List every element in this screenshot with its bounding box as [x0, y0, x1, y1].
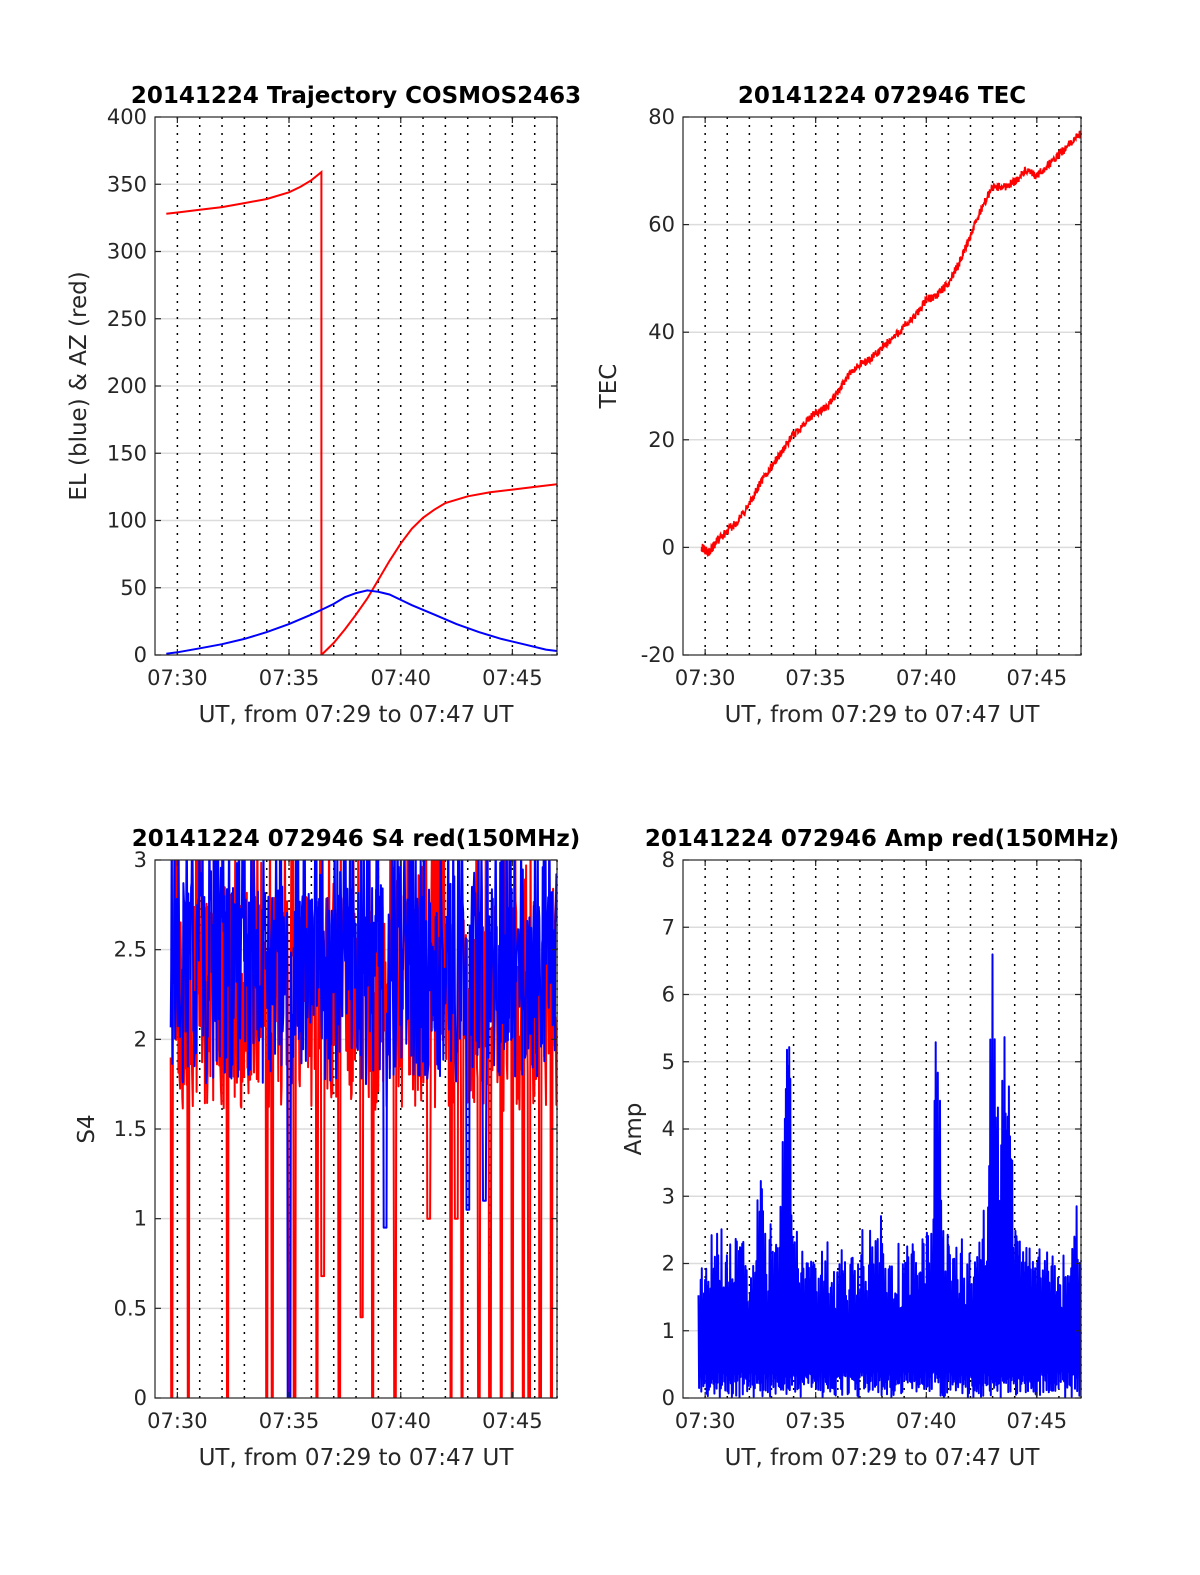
trajectory-panel: 20141224 Trajectory COSMOS2463 UT, from … [66, 83, 581, 728]
tec-xtick-label-1: 07:35 [785, 666, 846, 690]
trajectory-plot-area [166, 170, 557, 655]
s4-xtick-label-3: 07:45 [482, 1409, 543, 1433]
amp-ytick-label-5: 5 [662, 1050, 675, 1074]
tec-axes-box [682, 116, 1082, 656]
trajectory-series-blue [166, 589, 557, 655]
tec-ytick-label-1: 0 [662, 535, 675, 559]
s4-ytick-label-0: 0 [134, 1386, 147, 1410]
amp-ytick-label-6: 6 [662, 983, 675, 1007]
s4-ylabel: S4 [74, 1114, 100, 1143]
amp-title: 20141224 072946 Amp red(150MHz) [645, 826, 1119, 852]
tec-ylabel: TEC [596, 364, 622, 410]
s4-xtick-label-0: 07:30 [147, 1409, 208, 1433]
s4-xlabel: UT, from 07:29 to 07:47 UT [199, 1445, 515, 1471]
tec-ytick-label-4: 60 [648, 213, 675, 237]
amp-ytick-label-7: 7 [662, 915, 675, 939]
amp-ytick-label-2: 2 [662, 1252, 675, 1276]
s4-ytick-label-6: 3 [134, 848, 147, 872]
trajectory-xtick-label-3: 07:45 [482, 666, 543, 690]
amp-series-blue [697, 953, 1081, 1398]
tec-xtick-label-2: 07:40 [896, 666, 957, 690]
trajectory-title: 20141224 Trajectory COSMOS2463 [131, 83, 581, 109]
amp-ytick-label-4: 4 [662, 1117, 675, 1141]
trajectory-ytick-label-5: 250 [107, 307, 147, 331]
tec-ytick-label-3: 40 [648, 320, 675, 344]
tec-ytick-label-2: 20 [648, 428, 675, 452]
s4-xtick-label-1: 07:35 [259, 1409, 320, 1433]
amp-ytick-label-1: 1 [662, 1319, 675, 1343]
s4-title: 20141224 072946 S4 red(150MHz) [132, 826, 581, 852]
tec-ytick-label-5: 80 [648, 105, 675, 129]
s4-series-blue [169, 860, 557, 1398]
amp-xtick-label-1: 07:35 [785, 1409, 846, 1433]
trajectory-ytick-label-0: 0 [134, 643, 147, 667]
amp-xtick-label-3: 07:45 [1007, 1409, 1068, 1433]
s4-ytick-label-5: 2.5 [114, 938, 147, 962]
trajectory-ytick-label-1: 50 [120, 576, 147, 600]
amp-ytick-label-8: 8 [662, 848, 675, 872]
amp-xtick-label-2: 07:40 [896, 1409, 957, 1433]
tec-xlabel: UT, from 07:29 to 07:47 UT [725, 702, 1041, 728]
trajectory-ytick-label-2: 100 [107, 509, 147, 533]
trajectory-xtick-label-0: 07:30 [147, 666, 208, 690]
trajectory-series-red [166, 170, 557, 655]
tec-xtick-label-0: 07:30 [675, 666, 736, 690]
trajectory-ylabel: EL (blue) & AZ (red) [66, 271, 92, 500]
s4-ytick-label-3: 1.5 [114, 1117, 147, 1141]
amp-plot-area [697, 953, 1081, 1398]
trajectory-ytick-label-4: 200 [107, 374, 147, 398]
trajectory-xlabel: UT, from 07:29 to 07:47 UT [199, 702, 515, 728]
trajectory-xtick-label-1: 07:35 [259, 666, 320, 690]
tec-xtick-label-3: 07:45 [1007, 666, 1068, 690]
trajectory-xtick-label-2: 07:40 [370, 666, 431, 690]
s4-ytick-label-2: 1 [134, 1207, 147, 1231]
amp-xlabel: UT, from 07:29 to 07:47 UT [725, 1445, 1041, 1471]
amp-xtick-label-0: 07:30 [675, 1409, 736, 1433]
s4-plot-area [169, 860, 557, 1398]
trajectory-ytick-label-8: 400 [107, 105, 147, 129]
tec-plot-area [700, 130, 1081, 558]
tec-ytick-label-0: -20 [641, 643, 675, 667]
amp-ytick-label-3: 3 [662, 1184, 675, 1208]
s4-xtick-label-2: 07:40 [370, 1409, 431, 1433]
amp-ylabel: Amp [621, 1103, 647, 1156]
s4-ytick-label-4: 2 [134, 1027, 147, 1051]
tec-series-red [700, 130, 1081, 558]
s4-panel: 20141224 072946 S4 red(150MHz) UT, from … [74, 826, 581, 1471]
amp-ytick-label-0: 0 [662, 1386, 675, 1410]
tec-panel: 20141224 072946 TEC UT, from 07:29 to 07… [596, 83, 1082, 728]
trajectory-ytick-label-7: 350 [107, 172, 147, 196]
tec-title: 20141224 072946 TEC [738, 83, 1026, 109]
trajectory-ytick-label-3: 150 [107, 441, 147, 465]
trajectory-ytick-label-6: 300 [107, 240, 147, 264]
amp-panel: 20141224 072946 Amp red(150MHz) UT, from… [621, 826, 1119, 1471]
s4-ytick-label-1: 0.5 [114, 1296, 147, 1320]
